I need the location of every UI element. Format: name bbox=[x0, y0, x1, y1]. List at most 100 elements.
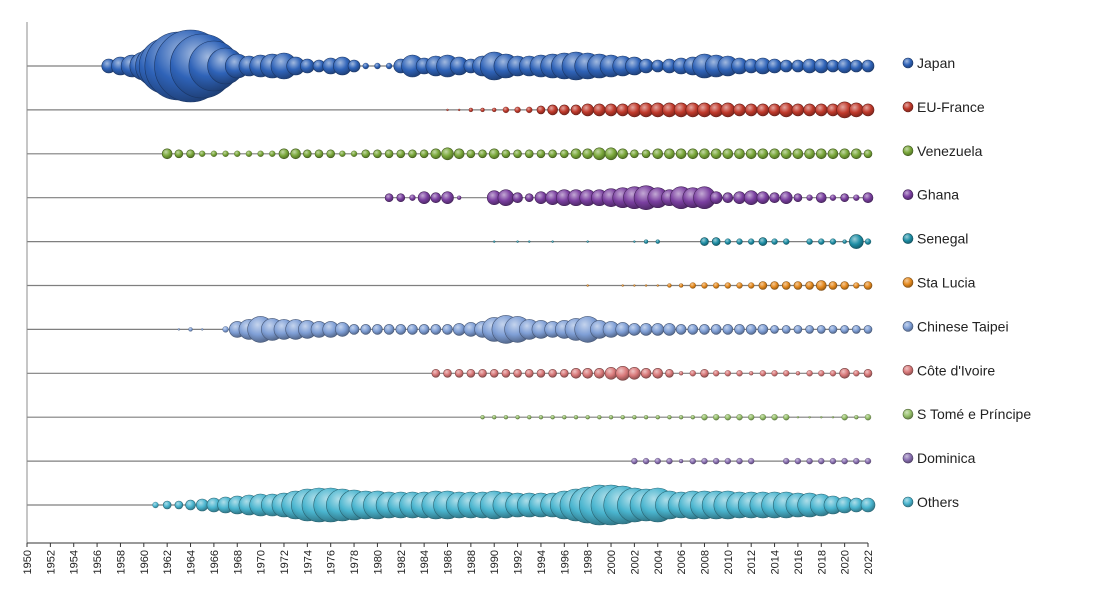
bubble-mark bbox=[663, 323, 676, 336]
x-tick-label: 1976 bbox=[326, 550, 338, 574]
bubble-mark bbox=[793, 325, 803, 334]
bubble-mark bbox=[335, 322, 350, 337]
bubble-mark bbox=[736, 282, 743, 289]
bubble-mark bbox=[829, 370, 837, 377]
x-tick-label: 1956 bbox=[92, 550, 104, 574]
bubble-mark bbox=[758, 281, 768, 290]
bubble-mark bbox=[361, 149, 371, 159]
bubble-mark bbox=[781, 325, 791, 334]
bubble-mark bbox=[840, 281, 849, 290]
bubble-mark bbox=[724, 282, 731, 289]
bubble-mark bbox=[383, 324, 395, 335]
x-tick-label: 1972 bbox=[279, 550, 291, 574]
bubble-mark bbox=[560, 368, 569, 378]
bubble-mark bbox=[700, 237, 709, 246]
bubble-mark bbox=[665, 368, 674, 378]
bubble-mark bbox=[826, 59, 840, 73]
x-tick-label: 1962 bbox=[162, 550, 174, 574]
bubble-mark bbox=[655, 239, 660, 244]
bubble-mark bbox=[314, 149, 324, 159]
bubble-mark bbox=[806, 238, 813, 245]
bubble-mark bbox=[257, 150, 264, 157]
bubble-mark bbox=[864, 414, 872, 421]
bubble-mark bbox=[633, 240, 636, 243]
bubble-mark bbox=[616, 103, 630, 117]
bubble-mark bbox=[278, 148, 290, 160]
bubble-mark bbox=[815, 148, 827, 160]
legend-label: S Tomé e Príncipe bbox=[917, 406, 1031, 422]
bubble-mark bbox=[805, 281, 814, 290]
bubble-mark bbox=[861, 59, 875, 73]
bubble-mark bbox=[734, 148, 745, 160]
series-row bbox=[27, 185, 874, 210]
bubble-mark bbox=[396, 149, 406, 159]
bubble-mark bbox=[458, 108, 461, 112]
bubble-mark bbox=[863, 325, 873, 334]
legend-marker bbox=[902, 496, 914, 508]
bubble-mark bbox=[793, 193, 803, 202]
bubble-mark bbox=[771, 238, 778, 245]
bubble-mark bbox=[863, 368, 873, 378]
bubble-mark bbox=[407, 324, 418, 335]
legend-item: Sta Lucia bbox=[902, 275, 976, 291]
bubble-mark bbox=[339, 150, 346, 157]
bubble-mark bbox=[651, 59, 665, 73]
bubble-mark bbox=[771, 370, 778, 377]
bubble-mark bbox=[201, 328, 204, 331]
bubble-mark bbox=[710, 148, 722, 160]
legend-label: Dominica bbox=[917, 450, 976, 466]
bubble-mark bbox=[501, 368, 511, 378]
legend-marker bbox=[902, 408, 914, 420]
bubble-mark bbox=[795, 371, 801, 376]
bubble-mark bbox=[794, 457, 802, 465]
bubble-mark bbox=[759, 414, 767, 421]
x-tick-label: 2000 bbox=[606, 550, 618, 574]
legend-label: EU-France bbox=[917, 99, 985, 115]
x-axis: 1950 1952 1954 1956 1958 1960 1962 1964 1966 1968… bbox=[22, 22, 875, 574]
bubble-mark bbox=[748, 457, 755, 465]
bubble-mark bbox=[745, 148, 757, 160]
bubble-mark bbox=[640, 367, 652, 379]
bubble-mark bbox=[559, 104, 570, 116]
bubble-mark bbox=[733, 191, 746, 204]
bubble-mark bbox=[678, 371, 684, 376]
bubble-mark bbox=[851, 148, 862, 160]
bubble-mark bbox=[853, 282, 860, 289]
bubble-mark bbox=[736, 414, 743, 421]
bubble-mark bbox=[186, 149, 195, 159]
bubble-mark bbox=[620, 415, 625, 420]
bubble-mark bbox=[570, 104, 582, 116]
bubble-mark bbox=[700, 368, 709, 378]
bubble-mark bbox=[749, 371, 754, 376]
bubble-mark bbox=[853, 194, 860, 201]
bubble-mark bbox=[722, 324, 734, 335]
bubble-mark bbox=[560, 149, 569, 159]
x-tick-label: 1992 bbox=[513, 550, 525, 574]
legend-marker bbox=[902, 452, 914, 464]
legend-item: Ghana bbox=[902, 187, 959, 203]
legend-label: Sta Lucia bbox=[917, 275, 976, 291]
legend-item: Chinese Taipei bbox=[902, 318, 1009, 334]
bubble-mark bbox=[841, 457, 848, 465]
bubble-mark bbox=[395, 324, 407, 335]
bubble-mark bbox=[430, 192, 442, 203]
x-tick-label: 1968 bbox=[232, 550, 244, 574]
bubble-mark bbox=[711, 237, 721, 246]
bubble-mark bbox=[503, 415, 509, 420]
bubble-mark bbox=[585, 415, 590, 420]
bubble-mark bbox=[840, 193, 849, 202]
bubble-mark bbox=[199, 150, 206, 157]
bubble-mark bbox=[466, 149, 476, 159]
bubble-mark bbox=[628, 366, 641, 380]
bubble-mark bbox=[188, 327, 193, 332]
bubble-mark bbox=[853, 370, 860, 377]
legend-marker bbox=[902, 233, 914, 244]
bubble-mark bbox=[528, 240, 531, 243]
bubble-mark bbox=[757, 324, 769, 335]
bubble-mark bbox=[748, 282, 755, 289]
series-row bbox=[27, 414, 872, 421]
bubble-mark bbox=[547, 104, 558, 116]
series-row bbox=[27, 234, 872, 249]
x-tick-label: 1980 bbox=[372, 550, 384, 574]
